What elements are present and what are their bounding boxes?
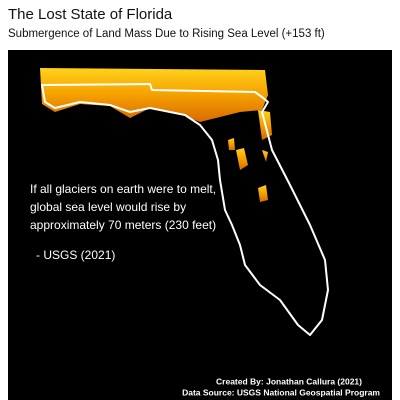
land-patch xyxy=(228,138,235,150)
quote-line: approximately 70 meters (230 feet) xyxy=(30,218,216,232)
author-credit: Created By: Jonathan Callura (2021) xyxy=(216,376,362,386)
data-source: Data Source: USGS National Geospatial Pr… xyxy=(182,387,380,397)
subtitle: Submergence of Land Mass Due to Rising S… xyxy=(8,28,325,40)
quote-line: If all glaciers on earth were to melt, xyxy=(30,182,216,196)
panhandle-land xyxy=(40,68,268,122)
land-patch xyxy=(258,185,268,202)
quote-line: global sea level would rise by xyxy=(30,200,186,214)
credits: Created By: Jonathan Callura (2021) Data… xyxy=(182,376,380,397)
florida-outline xyxy=(41,83,329,336)
quote: If all glaciers on earth were to melt, g… xyxy=(30,182,216,262)
quote-source: - USGS (2021) xyxy=(36,248,115,262)
land-patch xyxy=(262,150,268,162)
land-patch xyxy=(236,148,248,170)
land-remnants xyxy=(40,68,272,202)
title: The Lost State of Florida xyxy=(8,6,173,23)
